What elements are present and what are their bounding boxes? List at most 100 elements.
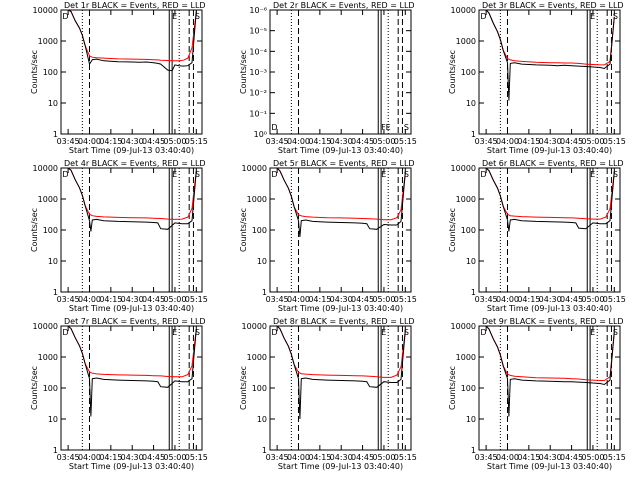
x-tick-label: 03:45 <box>57 137 80 146</box>
y-tick-label: 10⁻⁴ <box>249 47 267 56</box>
x-tick-label: 04:45 <box>142 295 165 304</box>
x-axis-label: Start Time (09-Jul-13 03:40:40) <box>69 462 194 471</box>
x-axis-label: Start Time (09-Jul-13 03:40:40) <box>278 146 403 155</box>
x-tick-label: 04:45 <box>351 295 374 304</box>
x-tick-label: 04:30 <box>330 453 353 462</box>
chart-title: Det 2r BLACK = Events, RED = LLD <box>273 1 415 10</box>
x-tick-label: 04:15 <box>99 137 122 146</box>
annotation-letter: S <box>404 123 409 132</box>
y-tick-label: 10 <box>48 257 58 266</box>
y-tick-label: 100 <box>43 384 58 393</box>
x-tick-label: 05:00 <box>163 453 186 462</box>
x-tick-label: 04:15 <box>308 295 331 304</box>
x-axis-label: Start Time (09-Jul-13 03:40:40) <box>487 146 612 155</box>
x-tick-label: 04:45 <box>142 137 165 146</box>
y-tick-label: 1000 <box>456 353 476 362</box>
series-line-events <box>485 167 615 232</box>
x-axis-label: Start Time (09-Jul-13 03:40:40) <box>69 304 194 313</box>
y-axis-label: Counts/sec <box>239 208 248 252</box>
chart-panel-8: Det 8r BLACK = Events, RED = LLD 1 10 100 10… <box>239 317 417 471</box>
y-tick-label: 1000 <box>247 195 267 204</box>
x-tick-label: 04:00 <box>78 137 101 146</box>
y-axis-label: Counts/sec <box>239 366 248 410</box>
x-axis-label: Start Time (09-Jul-13 03:40:40) <box>487 462 612 471</box>
annotation-letter: D <box>271 123 277 132</box>
x-tick-label: 05:00 <box>372 295 395 304</box>
series-line-events <box>67 9 197 72</box>
y-tick-label: 10⁻⁶ <box>249 6 267 15</box>
y-tick-label: 1000 <box>38 353 58 362</box>
y-tick-label: 1 <box>53 288 58 297</box>
x-tick-label: 04:30 <box>539 453 562 462</box>
x-tick-label: 04:15 <box>517 453 540 462</box>
chart-title: Det 8r BLACK = Events, RED = LLD <box>273 317 415 326</box>
chart-title: Det 7r BLACK = Events, RED = LLD <box>64 317 206 326</box>
y-tick-label: 100 <box>461 68 476 77</box>
y-tick-label: 10 <box>257 257 267 266</box>
chart-title: Det 3r BLACK = Events, RED = LLD <box>482 1 624 10</box>
x-tick-label: 04:00 <box>287 295 310 304</box>
x-tick-label: 04:30 <box>121 295 144 304</box>
x-tick-label: 05:00 <box>581 295 604 304</box>
series-line-events <box>67 167 197 232</box>
y-tick-label: 1 <box>262 288 267 297</box>
y-tick-label: 1 <box>471 288 476 297</box>
x-tick-label: 04:45 <box>560 137 583 146</box>
chart-panel-3: Det 3r BLACK = Events, RED = LLD 1 10 100 10… <box>448 1 626 155</box>
y-tick-label: 100 <box>461 226 476 235</box>
y-axis-label: Counts/sec <box>448 366 457 410</box>
y-tick-label: 10 <box>48 415 58 424</box>
annotation-letter: S <box>613 170 618 179</box>
chart-panel-9: Det 9r BLACK = Events, RED = LLD 1 10 100 10… <box>448 317 626 471</box>
x-tick-label: 05:00 <box>581 137 604 146</box>
annotation-letter: D <box>271 328 277 337</box>
y-tick-label: 100 <box>252 384 267 393</box>
x-tick-label: 05:00 <box>163 137 186 146</box>
x-tick-label: 05:15 <box>394 453 417 462</box>
series-line-events <box>485 325 615 417</box>
annotation-letter: E <box>590 12 595 21</box>
x-tick-label: 04:15 <box>308 453 331 462</box>
y-tick-label: 10⁻³ <box>249 68 267 77</box>
x-tick-label: 05:00 <box>372 137 395 146</box>
x-axis-label: Start Time (09-Jul-13 03:40:40) <box>278 462 403 471</box>
x-tick-label: 05:15 <box>394 137 417 146</box>
y-tick-label: 10000 <box>451 6 476 15</box>
x-tick-label: 04:15 <box>99 453 122 462</box>
x-tick-label: 05:15 <box>185 137 208 146</box>
x-tick-label: 04:45 <box>560 453 583 462</box>
annotation-letter: D <box>62 12 68 21</box>
y-tick-label: 1000 <box>456 195 476 204</box>
annotation-letter: E <box>381 328 386 337</box>
y-axis-label: Counts/sec <box>448 208 457 252</box>
x-tick-label: 04:00 <box>496 295 519 304</box>
annotation-letter: FE <box>381 123 391 132</box>
x-tick-label: 03:45 <box>57 295 80 304</box>
chart-panel-2: Det 2r BLACK = Events, RED = LLD 10⁰ 10⁻¹ 1… <box>239 1 417 155</box>
annotation-letter: S <box>404 170 409 179</box>
y-tick-label: 10⁻² <box>249 89 267 98</box>
y-tick-label: 10000 <box>33 322 58 331</box>
y-tick-label: 10 <box>466 99 476 108</box>
x-tick-label: 05:15 <box>603 137 626 146</box>
x-tick-label: 04:30 <box>121 137 144 146</box>
x-axis-label: Start Time (09-Jul-13 03:40:40) <box>487 304 612 313</box>
x-tick-label: 04:00 <box>287 137 310 146</box>
x-axis-label: Start Time (09-Jul-13 03:40:40) <box>278 304 403 313</box>
annotation-letter: E <box>590 170 595 179</box>
y-tick-label: 10000 <box>451 322 476 331</box>
y-tick-label: 10000 <box>242 322 267 331</box>
y-tick-label: 10 <box>48 99 58 108</box>
chart-panel-4: Det 4r BLACK = Events, RED = LLD 1 10 100 10… <box>30 159 208 313</box>
x-tick-label: 04:45 <box>560 295 583 304</box>
y-tick-label: 100 <box>252 226 267 235</box>
annotation-letter: D <box>62 328 68 337</box>
x-tick-label: 03:45 <box>475 453 498 462</box>
y-tick-label: 1 <box>471 446 476 455</box>
x-tick-label: 03:45 <box>266 295 289 304</box>
y-tick-label: 10 <box>257 415 267 424</box>
x-tick-label: 04:00 <box>78 453 101 462</box>
y-tick-label: 100 <box>43 226 58 235</box>
y-tick-label: 10⁻¹ <box>249 109 267 118</box>
chart-title: Det 4r BLACK = Events, RED = LLD <box>64 159 206 168</box>
